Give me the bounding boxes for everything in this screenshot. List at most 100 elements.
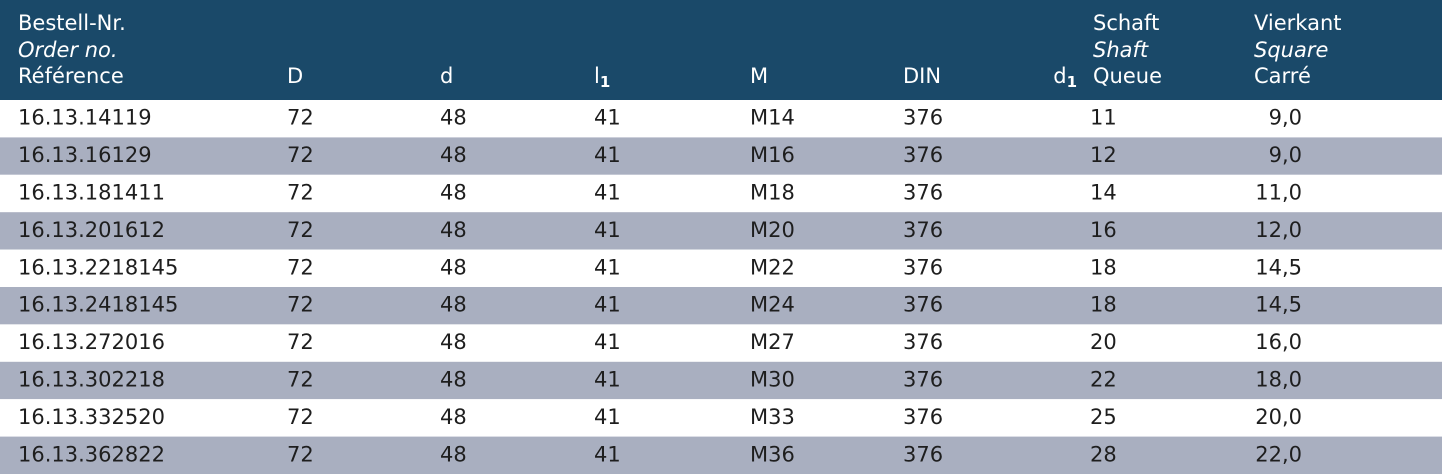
cell: 72 bbox=[287, 181, 314, 205]
cell: 41 bbox=[594, 255, 621, 279]
cell: 376 bbox=[903, 405, 943, 429]
cell: 16.13.302218 bbox=[18, 368, 165, 392]
cell: 18 bbox=[1090, 293, 1117, 317]
cell: 18,0 bbox=[1255, 368, 1302, 392]
row-background bbox=[0, 174, 1442, 213]
cell: 22 bbox=[1090, 368, 1117, 392]
cell: M16 bbox=[750, 143, 795, 167]
cell: 48 bbox=[440, 330, 467, 354]
cell: 376 bbox=[903, 293, 943, 317]
cell: M22 bbox=[750, 255, 795, 279]
cell: 41 bbox=[594, 330, 621, 354]
cell: 12 bbox=[1090, 143, 1117, 167]
cell: M27 bbox=[750, 330, 795, 354]
cell: 16.13.16129 bbox=[18, 143, 152, 167]
cell: 48 bbox=[440, 218, 467, 242]
cell: 376 bbox=[903, 181, 943, 205]
cell: 28 bbox=[1090, 442, 1117, 466]
cell: 16.13.332520 bbox=[18, 405, 165, 429]
row-background bbox=[0, 137, 1442, 175]
column-header: Carré bbox=[1254, 64, 1311, 88]
cell: 41 bbox=[594, 405, 621, 429]
cell: 48 bbox=[440, 405, 467, 429]
column-header: Vierkant bbox=[1254, 11, 1342, 35]
cell: 16,0 bbox=[1255, 330, 1302, 354]
cell: 25 bbox=[1090, 405, 1117, 429]
row-background bbox=[0, 436, 1442, 474]
column-header: Schaft bbox=[1093, 11, 1159, 35]
cell: M18 bbox=[750, 181, 795, 205]
column-header: Bestell-Nr. bbox=[18, 11, 126, 35]
cell: 12,0 bbox=[1255, 218, 1302, 242]
cell: 72 bbox=[287, 405, 314, 429]
cell: 16 bbox=[1090, 218, 1117, 242]
column-header: D bbox=[287, 64, 303, 88]
cell: 41 bbox=[594, 368, 621, 392]
cell: 14,5 bbox=[1255, 255, 1302, 279]
cell: 22,0 bbox=[1255, 442, 1302, 466]
cell: 48 bbox=[440, 293, 467, 317]
cell: 72 bbox=[287, 106, 314, 130]
cell: M14 bbox=[750, 106, 795, 130]
cell: M33 bbox=[750, 405, 795, 429]
row-background bbox=[0, 324, 1442, 362]
cell: 48 bbox=[440, 368, 467, 392]
cell: 9,0 bbox=[1269, 143, 1302, 167]
row-background bbox=[0, 212, 1442, 250]
cell: 376 bbox=[903, 368, 943, 392]
cell: 41 bbox=[594, 143, 621, 167]
column-header: Square bbox=[1254, 38, 1328, 62]
cell: 376 bbox=[903, 218, 943, 242]
cell: 16.13.201612 bbox=[18, 218, 165, 242]
cell: 72 bbox=[287, 442, 314, 466]
cell: 376 bbox=[903, 106, 943, 130]
cell: 11 bbox=[1090, 106, 1117, 130]
column-header: Order no. bbox=[18, 38, 118, 62]
cell: 41 bbox=[594, 293, 621, 317]
column-header: Queue bbox=[1093, 64, 1162, 88]
header-text: l bbox=[594, 64, 600, 88]
cell: 41 bbox=[594, 106, 621, 130]
cell: 72 bbox=[287, 218, 314, 242]
cell: 72 bbox=[287, 368, 314, 392]
cell: 16.13.362822 bbox=[18, 442, 165, 466]
cell: 16.13.14119 bbox=[18, 106, 152, 130]
cell: 72 bbox=[287, 143, 314, 167]
cell: 16.13.272016 bbox=[18, 330, 165, 354]
row-background bbox=[0, 399, 1442, 437]
cell: M30 bbox=[750, 368, 795, 392]
cell: 72 bbox=[287, 330, 314, 354]
cell: 14 bbox=[1090, 181, 1117, 205]
cell: 48 bbox=[440, 143, 467, 167]
cell: M36 bbox=[750, 442, 795, 466]
row-background bbox=[0, 249, 1442, 287]
column-header: d bbox=[440, 64, 453, 88]
cell: 16.13.2418145 bbox=[18, 293, 178, 317]
cell: 14,5 bbox=[1255, 293, 1302, 317]
header-text: d bbox=[1053, 64, 1066, 88]
cell: 11,0 bbox=[1255, 181, 1302, 205]
cell: 72 bbox=[287, 293, 314, 317]
header-subscript: 1 bbox=[600, 73, 610, 91]
column-header: l1 bbox=[594, 64, 610, 91]
cell: 16.13.181411 bbox=[18, 181, 165, 205]
cell: M24 bbox=[750, 293, 795, 317]
cell: 48 bbox=[440, 181, 467, 205]
column-header: M bbox=[750, 64, 768, 88]
cell: 376 bbox=[903, 143, 943, 167]
row-background bbox=[0, 361, 1442, 400]
header-background bbox=[0, 0, 1442, 100]
cell: 376 bbox=[903, 255, 943, 279]
cell: 9,0 bbox=[1269, 106, 1302, 130]
column-header: d1 bbox=[1053, 64, 1077, 91]
column-header: Shaft bbox=[1093, 38, 1149, 62]
cell: 48 bbox=[440, 106, 467, 130]
cell: M20 bbox=[750, 218, 795, 242]
cell: 48 bbox=[440, 442, 467, 466]
cell: 20 bbox=[1090, 330, 1117, 354]
column-header: Référence bbox=[18, 64, 124, 88]
cell: 18 bbox=[1090, 255, 1117, 279]
cell: 41 bbox=[594, 218, 621, 242]
row-background bbox=[0, 287, 1442, 325]
